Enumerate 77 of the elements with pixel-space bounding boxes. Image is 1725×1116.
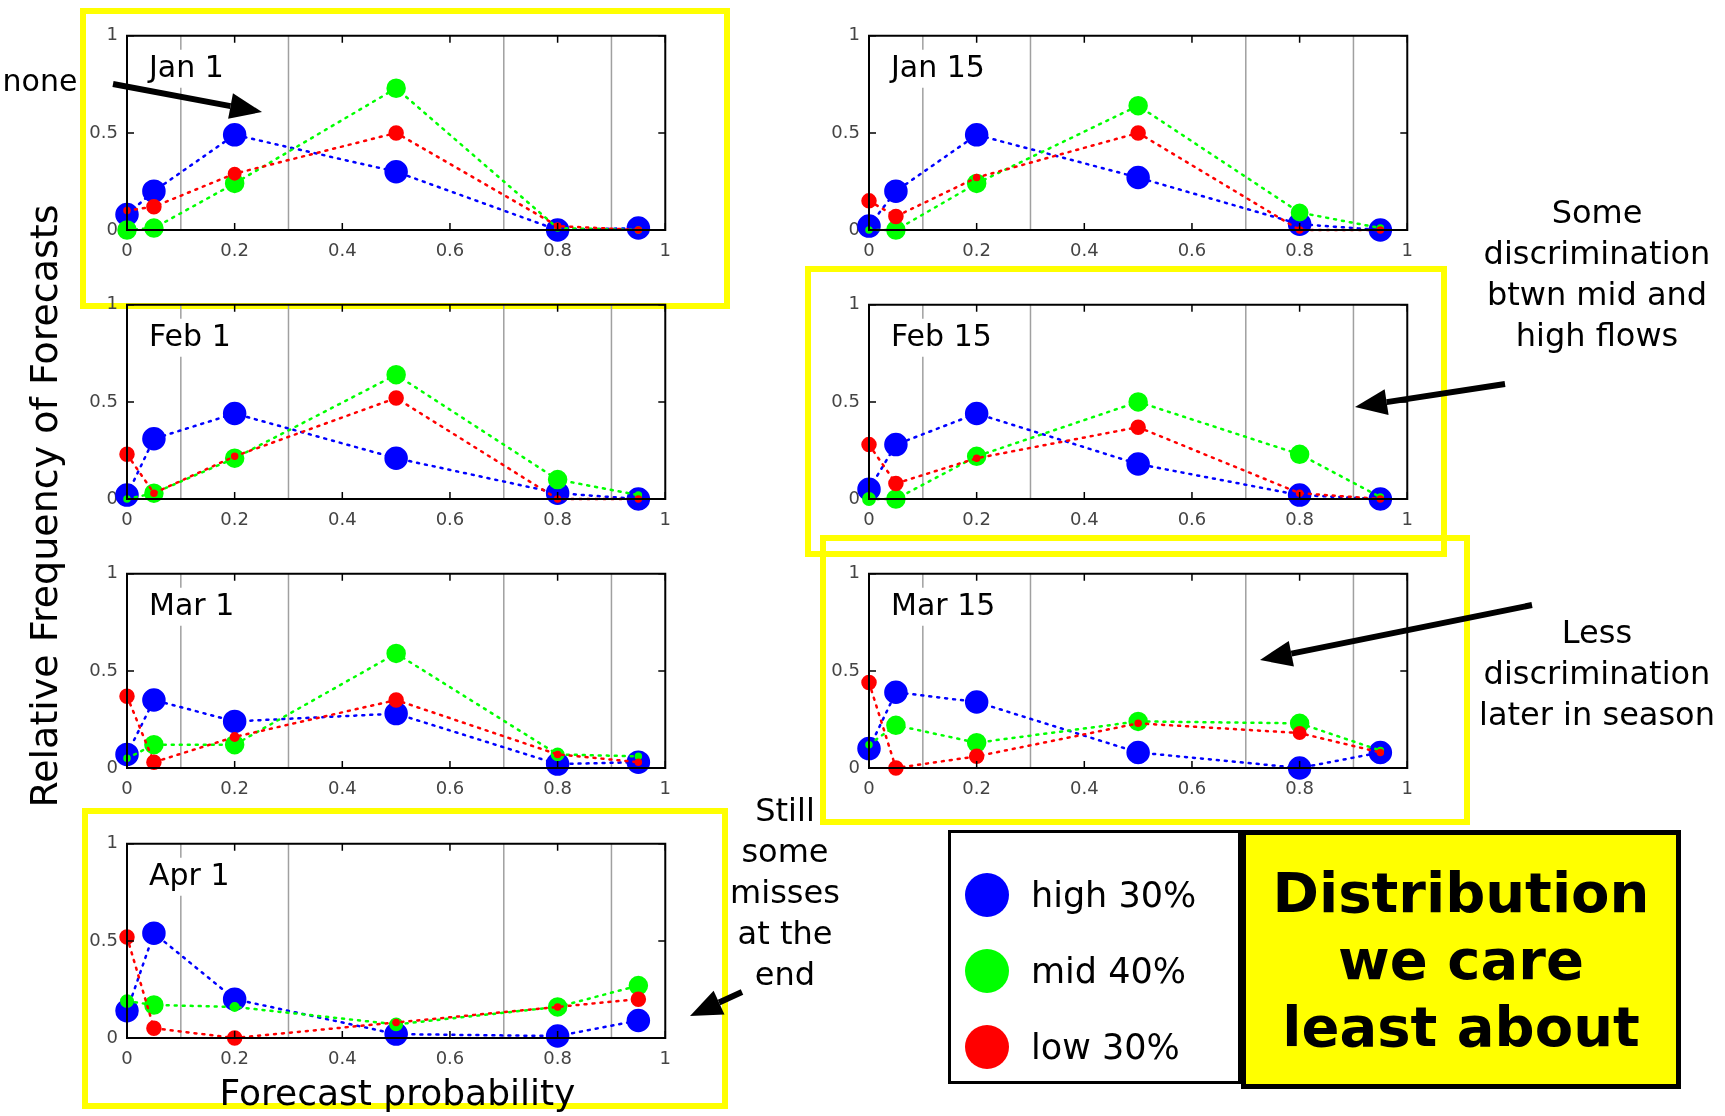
x-tick-label: 0.6 — [435, 1047, 465, 1069]
x-tick-label: 0 — [863, 508, 875, 530]
y-tick-label: 0.5 — [831, 389, 860, 411]
x-tick-label: 0.8 — [1285, 777, 1314, 799]
legend-label: mid 40% — [1031, 951, 1186, 991]
x-tick-label: 1 — [1401, 777, 1413, 799]
x-tick-label: 0.6 — [1177, 239, 1207, 261]
x-tick-label: 0.8 — [1285, 508, 1314, 530]
text: Some discrimination btwn mid and high flows — [1482, 192, 1712, 356]
text: Feb 15 — [891, 317, 992, 353]
x-tick-label: 0 — [863, 777, 875, 799]
y-tick-label: 1 — [106, 23, 118, 45]
x-tick-label: 0.4 — [327, 1047, 357, 1069]
text: Less discrimination later in season — [1478, 612, 1716, 735]
y-tick-label: 0.5 — [831, 120, 860, 142]
text: Jan 1 — [147, 48, 224, 84]
x-tick-label: 1 — [659, 239, 671, 261]
text: Jan 15 — [889, 48, 985, 84]
x-tick-label: 0.8 — [543, 239, 572, 261]
x-tick-label: 0.2 — [220, 508, 249, 530]
x-tick-label: 0.2 — [220, 1047, 249, 1069]
x-tick-label: 0.4 — [1069, 777, 1099, 799]
x-tick-label: 0.4 — [1069, 508, 1099, 530]
y-tick-label: 1 — [848, 561, 860, 583]
y-tick-label: 1 — [106, 831, 118, 853]
text: Apr 1 — [149, 856, 230, 892]
y-tick-label: 0 — [106, 217, 118, 239]
x-tick-label: 0 — [121, 1047, 133, 1069]
x-tick-label: 0.8 — [1285, 239, 1314, 261]
y-tick-label: 0.5 — [89, 389, 118, 411]
x-tick-label: 0.4 — [327, 508, 357, 530]
y-tick-label: 1 — [848, 23, 860, 45]
x-tick-label: 1 — [659, 508, 671, 530]
text: Mar 15 — [891, 586, 996, 622]
x-tick-label: 1 — [1401, 239, 1413, 261]
x-axis-title: Forecast probability — [219, 1072, 576, 1113]
text: none — [2, 62, 78, 100]
x-tick-label: 0.6 — [1177, 777, 1207, 799]
x-tick-label: 0.6 — [1177, 508, 1207, 530]
y-axis-title: Relative Frequency of Forecasts — [22, 204, 66, 808]
y-tick-label: 0 — [106, 1025, 118, 1047]
y-tick-label: 1 — [848, 292, 860, 314]
x-tick-label: 1 — [1401, 508, 1413, 530]
x-tick-label: 0.2 — [962, 777, 991, 799]
x-tick-label: 0 — [121, 239, 133, 261]
x-tick-label: 1 — [659, 777, 671, 799]
legend-label: high 30% — [1031, 875, 1197, 915]
x-tick-label: 0.4 — [1069, 239, 1099, 261]
x-tick-label: 0.2 — [962, 239, 991, 261]
y-tick-label: 0.5 — [89, 120, 118, 142]
x-tick-label: 0.4 — [327, 239, 357, 261]
y-tick-label: 0.5 — [89, 658, 118, 680]
x-tick-label: 0.4 — [327, 777, 357, 799]
x-tick-label: 0 — [863, 239, 875, 261]
x-tick-label: 0.2 — [220, 777, 249, 799]
x-tick-label: 0 — [121, 508, 133, 530]
y-tick-label: 0.5 — [89, 928, 118, 950]
y-tick-label: 0 — [106, 755, 118, 777]
legend-label: low 30% — [1031, 1027, 1180, 1067]
x-tick-label: 0.6 — [435, 777, 465, 799]
x-tick-label: 0 — [121, 777, 133, 799]
x-tick-label: 0.8 — [543, 777, 572, 799]
y-tick-label: 1 — [106, 561, 118, 583]
x-tick-label: 0.6 — [435, 508, 465, 530]
y-tick-label: 0 — [848, 486, 860, 508]
x-tick-label: 0.8 — [543, 508, 572, 530]
text: Mar 1 — [149, 586, 235, 622]
x-tick-label: 1 — [659, 1047, 671, 1069]
y-tick-label: 0.5 — [831, 658, 860, 680]
x-tick-label: 0.2 — [962, 508, 991, 530]
x-tick-label: 0.2 — [220, 239, 249, 261]
x-tick-label: 0.6 — [435, 239, 465, 261]
y-tick-label: 0 — [848, 755, 860, 777]
text: Distribution we care least about — [1241, 830, 1681, 1089]
text: Feb 1 — [149, 317, 231, 353]
x-tick-label: 0.8 — [543, 1047, 572, 1069]
text: Still some misses at the end — [729, 790, 841, 995]
